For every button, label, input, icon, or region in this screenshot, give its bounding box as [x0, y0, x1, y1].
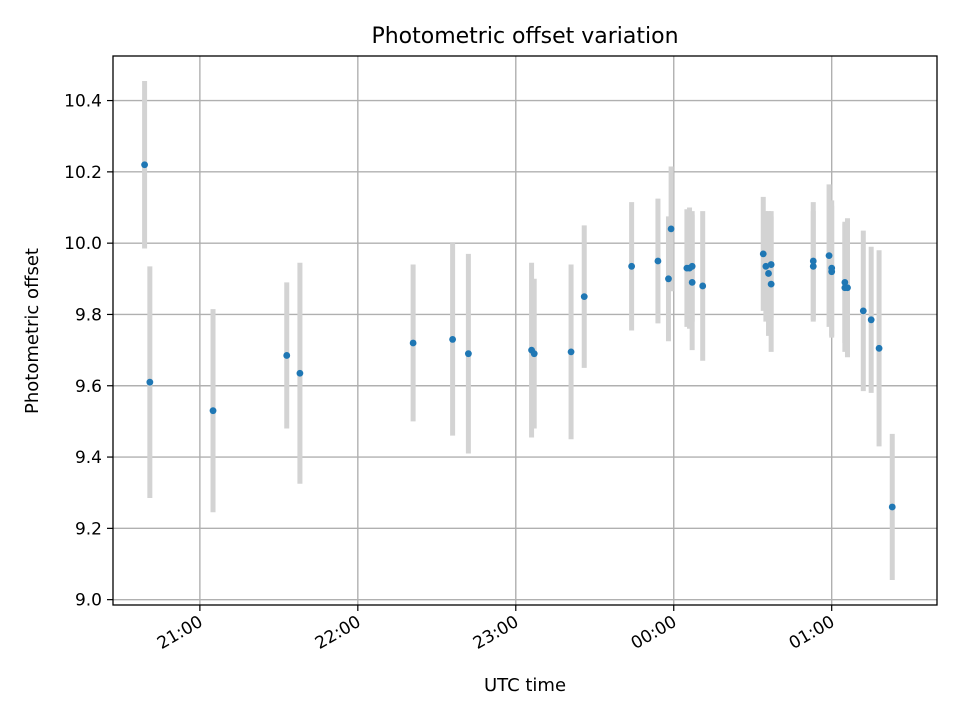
data-point	[767, 261, 775, 268]
data-point	[688, 278, 696, 286]
y-tick-label: 9.8	[75, 305, 102, 325]
data-point	[699, 282, 707, 290]
data-point	[759, 250, 767, 258]
data-point	[141, 161, 148, 169]
y-axis-ticks: 9.0 9.2 9.4 9.6 9.8 10.0 10.2 10.4	[64, 92, 113, 611]
data-point	[841, 278, 849, 286]
data-point	[767, 280, 775, 288]
error-bars	[142, 80, 895, 581]
data-point	[809, 262, 817, 270]
data-point	[765, 270, 772, 277]
data-point	[409, 339, 417, 347]
data-point	[688, 262, 696, 270]
data-point	[867, 316, 875, 324]
data-point	[628, 262, 636, 270]
x-tick-label: 23:00	[470, 612, 522, 654]
x-axis-ticks: 21:00 22:00 23:00 00:00 01:00	[154, 605, 838, 654]
chart-title: Photometric offset variation	[371, 24, 678, 49]
data-point	[580, 293, 588, 301]
y-axis-label: Photometric offset	[22, 248, 43, 414]
data-point	[859, 307, 867, 315]
data-point	[146, 378, 154, 386]
x-axis-label: UTC time	[484, 675, 566, 696]
y-tick-label: 10.0	[64, 234, 102, 254]
y-tick-label: 10.4	[64, 92, 102, 112]
x-tick-label: 22:00	[312, 612, 364, 654]
y-tick-label: 9.6	[75, 377, 102, 397]
data-point	[667, 225, 675, 233]
y-tick-label: 9.2	[75, 519, 102, 539]
data-point	[464, 350, 472, 358]
data-point	[762, 262, 770, 270]
data-point	[809, 257, 817, 265]
data-points	[141, 161, 896, 511]
data-point	[828, 268, 836, 276]
data-point	[825, 252, 833, 260]
data-point	[875, 344, 883, 352]
data-point	[449, 336, 457, 343]
data-point	[283, 352, 291, 359]
data-point	[530, 350, 538, 358]
data-point	[665, 275, 672, 283]
x-tick-label: 21:00	[154, 612, 206, 654]
plot-frame	[112, 55, 938, 606]
data-point	[296, 369, 304, 377]
grid-lines	[113, 56, 937, 605]
data-point	[209, 407, 217, 415]
x-tick-label: 01:00	[786, 612, 838, 654]
y-tick-label: 9.0	[75, 591, 102, 611]
x-tick-label: 00:00	[628, 612, 680, 654]
data-point	[888, 503, 896, 511]
data-point	[844, 284, 851, 292]
data-point	[654, 257, 662, 265]
y-tick-label: 10.2	[64, 163, 102, 183]
data-point	[567, 348, 575, 356]
y-tick-label: 9.4	[75, 448, 102, 468]
